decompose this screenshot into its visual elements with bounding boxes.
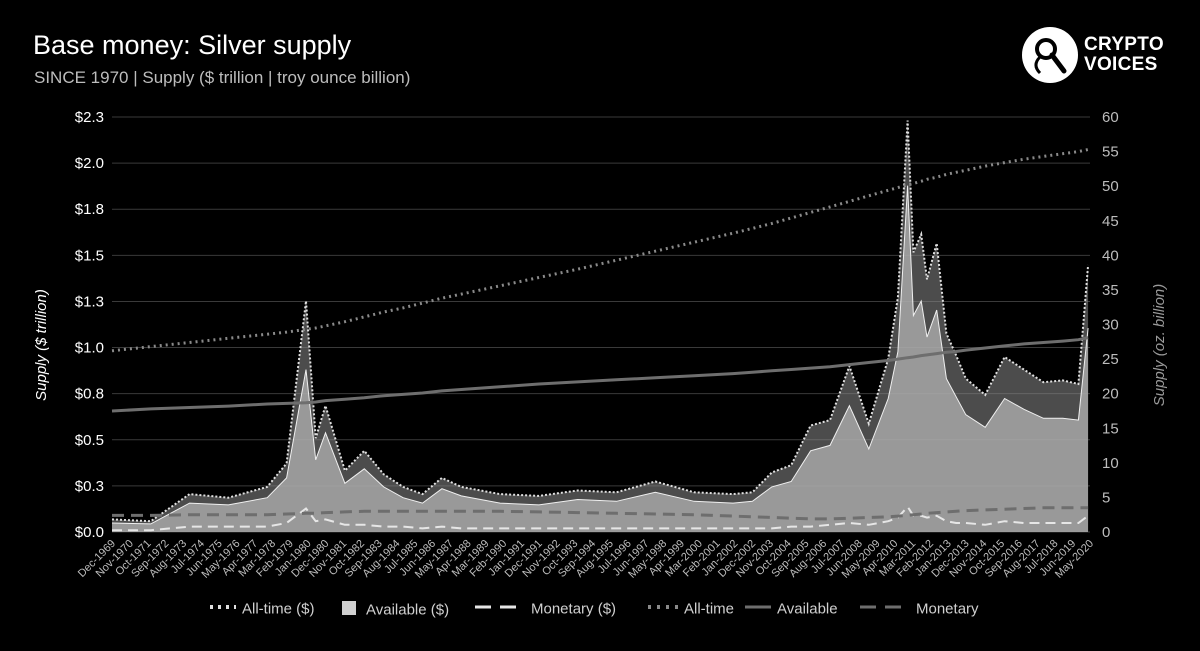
legend-item: All-time — [648, 600, 734, 618]
available-oz-line — [111, 336, 1089, 413]
chart-area: $0.0 $0.3 $0.5 $0.8 $1.0 $1.3 $1.5 $1.8 $2.0 $2.3… — [33, 109, 1168, 581]
y2-tick-label: 55 — [1102, 144, 1119, 161]
chart-legend: All-time ($) Available ($) Monetary ($) All… — [0, 600, 1200, 624]
legend-swatch — [648, 600, 678, 618]
y-tick-label: $1.3 — [75, 293, 104, 310]
legend-item: Available — [745, 600, 838, 618]
y-tick-label: $1.0 — [75, 340, 104, 357]
y-tick-label: $0.8 — [75, 386, 104, 403]
y2-tick-label: 10 — [1102, 455, 1119, 472]
legend-swatch — [745, 600, 771, 618]
legend-label: Available ($) — [366, 601, 450, 619]
logo-text: CRYPTO VOICES — [1084, 35, 1164, 75]
legend-swatch — [210, 600, 236, 618]
y2-tick-label: 5 — [1102, 489, 1110, 506]
series-areas — [112, 120, 1089, 532]
available-usd-area — [112, 185, 1089, 532]
legend-swatch — [340, 600, 360, 620]
alltime-oz-line — [111, 148, 1089, 353]
x-axis-ticks: Dec-1969Nov-1970Oct-1971Sep-1972Aug-1973… — [76, 538, 1096, 581]
y2-tick-label: 20 — [1102, 386, 1119, 403]
y2-tick-label: 30 — [1102, 317, 1119, 334]
left-axis-ticks: $0.0 $0.3 $0.5 $0.8 $1.0 $1.3 $1.5 $1.8 $2.0 $2.3 — [75, 109, 104, 541]
legend-item: All-time ($) — [210, 600, 315, 618]
y2-tick-label: 40 — [1102, 247, 1119, 264]
y2-tick-label: 15 — [1102, 420, 1119, 437]
y2-tick-label: 50 — [1102, 178, 1119, 195]
y-tick-label: $0.0 — [75, 524, 104, 541]
legend-item: Available ($) — [340, 600, 449, 620]
legend-label: All-time — [684, 600, 735, 618]
chart-title: Base money: Silver supply — [33, 30, 352, 60]
legend-swatch — [475, 600, 525, 618]
y-tick-label: $1.5 — [75, 247, 104, 264]
legend-label: All-time ($) — [242, 600, 315, 618]
microphone-icon — [1022, 27, 1078, 83]
y2-tick-label: 0 — [1102, 524, 1110, 541]
logo-line-2: VOICES — [1084, 54, 1158, 75]
y-axis-label: Supply ($ trillion) — [33, 289, 50, 401]
crypto-voices-logo: CRYPTO VOICES — [1022, 27, 1182, 83]
y2-axis-label: Supply (oz. billion) — [1151, 284, 1168, 407]
available-usd-line — [111, 185, 1089, 525]
y2-tick-label: 35 — [1102, 282, 1119, 299]
legend-label: Monetary ($) — [531, 600, 617, 618]
legend-item: Monetary ($) — [475, 600, 616, 618]
legend-swatch — [860, 600, 910, 618]
series-lines — [111, 120, 1090, 532]
y2-tick-label: 60 — [1102, 109, 1119, 126]
y-tick-label: $2.0 — [75, 155, 104, 172]
legend-item: Monetary — [860, 600, 979, 618]
y-tick-label: $2.3 — [75, 109, 104, 126]
y-tick-label: $1.8 — [75, 201, 104, 218]
y-tick-label: $0.5 — [75, 432, 104, 449]
chart-subtitle: SINCE 1970 | Supply ($ trillion | troy o… — [34, 68, 411, 87]
monetary-oz-line — [112, 506, 1089, 521]
y2-tick-label: 25 — [1102, 351, 1119, 368]
logo-line-1: CRYPTO — [1084, 34, 1164, 55]
monetary-usd-line — [112, 505, 1089, 532]
right-axis-ticks: 0 5 10 15 20 25 30 35 40 45 50 55 60 — [1102, 109, 1119, 541]
y2-tick-label: 45 — [1102, 213, 1119, 230]
y-tick-label: $0.3 — [75, 478, 104, 495]
legend-label: Monetary — [916, 600, 979, 618]
legend-label: Available — [777, 600, 838, 618]
